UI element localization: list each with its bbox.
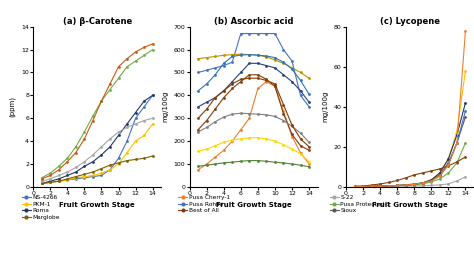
- Legend: S-22, Pusa Protected-1, Sioux: S-22, Pusa Protected-1, Sioux: [330, 195, 391, 213]
- Y-axis label: mg/100g: mg/100g: [322, 91, 328, 123]
- X-axis label: Fruit Growth Stage: Fruit Growth Stage: [59, 202, 135, 208]
- Y-axis label: mg/100g: mg/100g: [162, 91, 168, 123]
- Y-axis label: (ppm): (ppm): [9, 96, 16, 117]
- Title: (a) β-Carotene: (a) β-Carotene: [63, 17, 132, 26]
- Title: (b) Ascorbic acid: (b) Ascorbic acid: [214, 17, 293, 26]
- Legend: NS-4266, PKM-1, Roma, Marglobe: NS-4266, PKM-1, Roma, Marglobe: [22, 195, 60, 220]
- X-axis label: Fruit Growth Stage: Fruit Growth Stage: [372, 202, 448, 208]
- Title: (c) Lycopene: (c) Lycopene: [380, 17, 440, 26]
- X-axis label: Fruit Growth Stage: Fruit Growth Stage: [216, 202, 292, 208]
- Legend: Pusa Cherry-1, Pusa Rohini, Best of All: Pusa Cherry-1, Pusa Rohini, Best of All: [178, 195, 230, 213]
